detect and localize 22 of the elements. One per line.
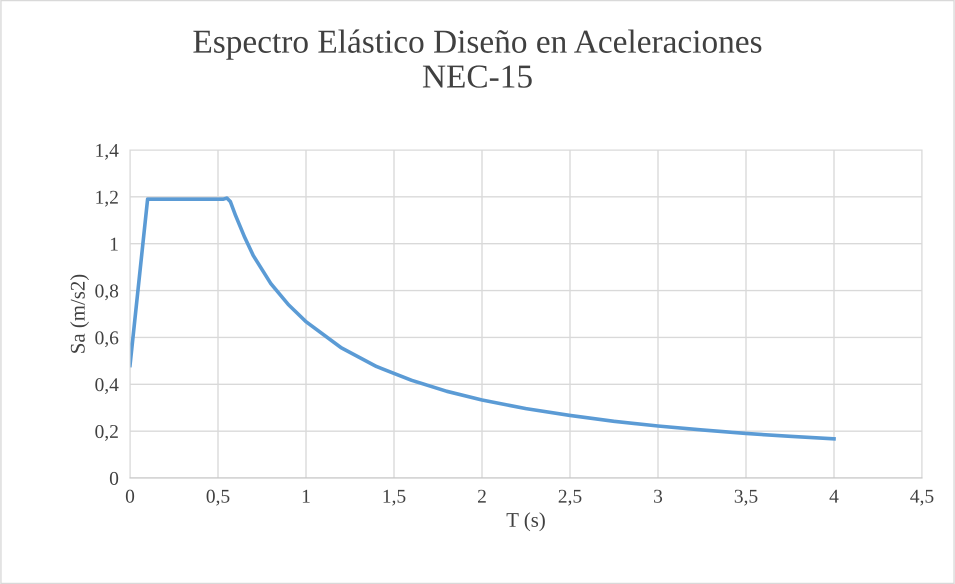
y-axis-title: Sa (m/s2)	[70, 274, 90, 353]
x-axis-title: T (s)	[506, 512, 545, 532]
y-tick-label: 1,2	[96, 190, 118, 207]
x-tick-label: 2,5	[558, 490, 582, 506]
x-tick-label: 1,5	[384, 490, 406, 506]
y-tick-label: 0,6	[95, 331, 118, 348]
y-tick-label: 0	[110, 472, 118, 485]
x-tick-label: 0	[126, 490, 134, 503]
chart-title: Espectro Elástico Diseño en Aceleraciones NEC-15	[193, 29, 762, 88]
y-tick-label: 0,2	[95, 424, 118, 441]
y-tick-label: 0,4	[95, 378, 119, 394]
x-tick-label: 4	[830, 490, 839, 503]
y-tick-label: 0,8	[95, 284, 118, 300]
x-tick-label: 4,5	[910, 490, 934, 506]
y-tick-label: 1	[110, 238, 118, 250]
y-tick-label: 1,4	[96, 144, 119, 160]
x-tick-label: 3,5	[734, 490, 758, 506]
x-tick-label: 1	[302, 490, 310, 503]
line-series	[130, 196, 836, 441]
x-tick-label: 3	[654, 490, 662, 503]
x-tick-label: 2	[478, 490, 486, 503]
x-tick-label: 0,5	[206, 490, 230, 506]
